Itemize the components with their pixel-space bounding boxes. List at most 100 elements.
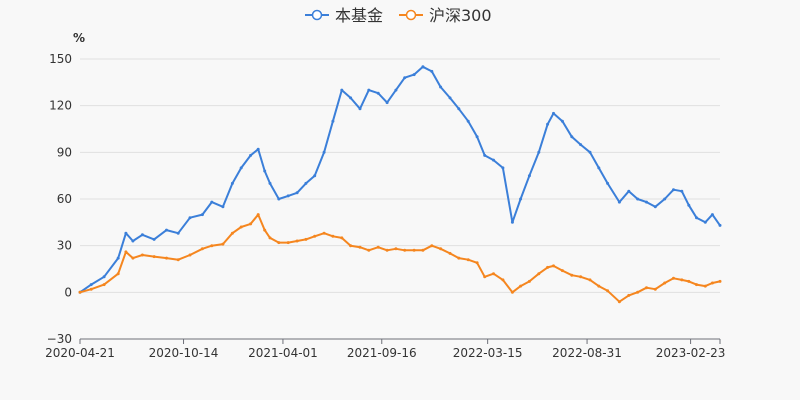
data-point [537, 272, 541, 276]
data-point [394, 88, 398, 92]
data-point [385, 248, 389, 252]
data-point [89, 287, 93, 291]
data-point [510, 290, 514, 294]
data-point [102, 283, 106, 287]
data-point [636, 290, 640, 294]
data-point [552, 111, 555, 115]
data-point [340, 88, 344, 92]
series-layer [78, 65, 722, 304]
data-point [439, 247, 443, 251]
data-point [687, 279, 691, 283]
legend-marker-fund [311, 9, 323, 21]
data-point [703, 284, 707, 288]
data-point [349, 244, 353, 248]
data-point [645, 286, 648, 290]
data-point [527, 279, 531, 283]
y-tick-label: 120 [49, 99, 72, 113]
data-point [304, 237, 308, 241]
y-tick-label: −30 [47, 332, 72, 346]
data-point [475, 135, 479, 139]
y-tick-label: 60 [57, 192, 72, 206]
data-point [140, 233, 144, 237]
data-point [653, 287, 657, 291]
data-point [176, 258, 180, 262]
data-point [663, 281, 667, 285]
x-tick-label: 2021-09-16 [347, 346, 417, 360]
data-point [412, 73, 416, 77]
legend-label-hs300: 沪深300 [429, 6, 492, 25]
data-point [239, 166, 243, 170]
data-point [588, 278, 592, 282]
data-point [695, 216, 698, 220]
data-point [552, 264, 555, 268]
data-point [430, 244, 434, 248]
data-point [597, 284, 601, 288]
data-point [230, 181, 234, 185]
data-point [200, 213, 204, 217]
data-point [239, 225, 243, 229]
data-point [695, 283, 698, 287]
data-point [597, 166, 601, 170]
data-point [116, 272, 120, 276]
data-point [152, 255, 156, 259]
data-point [527, 174, 531, 178]
data-point [263, 228, 267, 232]
series-line-1[interactable] [79, 213, 721, 303]
data-point [268, 181, 272, 185]
data-point [570, 273, 574, 277]
data-point [718, 223, 722, 227]
data-point [313, 174, 317, 178]
grid [80, 58, 720, 340]
legend-label-fund: 本基金 [335, 6, 383, 25]
data-point [188, 216, 192, 220]
data-point [439, 85, 443, 89]
data-point [710, 281, 714, 285]
data-point [570, 135, 574, 139]
data-point [268, 236, 272, 240]
data-point [295, 239, 299, 243]
data-point [376, 245, 380, 249]
data-point [501, 166, 505, 170]
data-point [606, 181, 610, 185]
data-point [286, 194, 290, 198]
x-tick-label: 2023-02-23 [656, 346, 726, 360]
data-point [200, 247, 204, 251]
data-point [606, 289, 610, 293]
data-point [358, 245, 362, 249]
data-point [680, 189, 684, 193]
data-point [358, 107, 362, 111]
x-tick-label: 2022-03-15 [453, 346, 523, 360]
data-point [412, 248, 416, 252]
data-point [124, 231, 128, 235]
data-point [277, 197, 281, 201]
data-point [263, 169, 267, 173]
data-point [430, 69, 434, 73]
data-point [588, 150, 592, 154]
data-point [131, 239, 135, 243]
legend[interactable]: 本基金 沪深300 [305, 6, 492, 25]
data-point [188, 253, 192, 257]
x-tick-label: 2021-04-01 [248, 346, 318, 360]
data-point [221, 205, 225, 209]
data-point [617, 300, 621, 304]
data-point [519, 284, 523, 288]
data-point [331, 119, 335, 123]
data-point [331, 234, 335, 238]
legend-item-hs300[interactable]: 沪深300 [399, 6, 492, 25]
data-point [663, 197, 667, 201]
data-point [176, 231, 180, 235]
data-point [680, 278, 684, 282]
data-point [475, 261, 479, 265]
data-point [457, 256, 461, 260]
data-point [295, 191, 299, 195]
data-point [636, 197, 640, 201]
legend-item-fund[interactable]: 本基金 [305, 6, 383, 25]
data-point [304, 181, 308, 185]
data-point [672, 188, 675, 192]
data-point [210, 244, 214, 248]
data-point [152, 237, 156, 241]
data-point [466, 119, 470, 123]
data-point [421, 248, 425, 252]
data-point [249, 222, 253, 226]
data-point [367, 248, 371, 252]
